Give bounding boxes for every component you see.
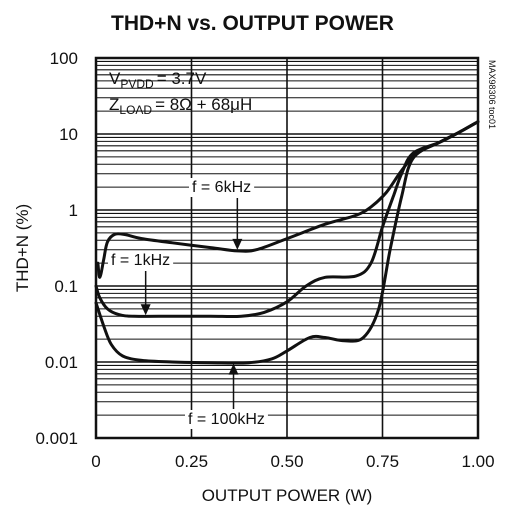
series-line-2 (94, 120, 480, 319)
part-id: MAX98306 toc01 (487, 60, 497, 129)
annotation-3: f = 100kHz (185, 363, 268, 429)
series-lines (94, 120, 480, 365)
annotation-bg (185, 410, 268, 429)
tick-labels: 0 0.25 0.50 0.75 1.00 0.001 0.01 0.1 1 10 100 (35, 49, 494, 471)
annotation-label: f = 100kHz (188, 411, 265, 428)
annotation-arrow-head (232, 238, 243, 250)
annotation-bg (189, 178, 255, 197)
plot-frame (94, 56, 480, 440)
series-line-3 (94, 120, 480, 365)
x-tick-label: 0 (91, 452, 100, 471)
annotation-arrow-head (228, 363, 239, 375)
y-tick-label: 0.01 (45, 353, 78, 372)
annotation-arrow-head (140, 304, 151, 316)
annotation-1: f = 6kHz (189, 178, 255, 250)
y-tick-label: 0.001 (35, 429, 78, 448)
chart-title: THD+N vs. OUTPUT POWER (111, 12, 394, 35)
x-tick-label: 0.50 (270, 452, 303, 471)
x-tick-label: 0.25 (175, 452, 208, 471)
annotation-bg (108, 251, 174, 270)
y-axis-label: THD+N (%) (13, 204, 32, 292)
grid (96, 58, 478, 439)
x-tick-label: 0.75 (366, 452, 399, 471)
y-tick-label: 0.1 (54, 277, 78, 296)
supply-condition: VPVDD = 3.7V (109, 69, 207, 91)
annotations: f = 6kHz f = 1kHz f = 100kHz (108, 178, 268, 429)
annotation-label: f = 1kHz (111, 252, 170, 269)
annotation-label: f = 6kHz (192, 179, 251, 196)
y-tick-label: 10 (59, 125, 78, 144)
y-tick-label: 1 (69, 201, 78, 220)
x-tick-label: 1.00 (461, 452, 494, 471)
annotation-2: f = 1kHz (108, 251, 174, 316)
x-axis-label: OUTPUT POWER (W) (202, 486, 373, 505)
y-tick-label: 100 (50, 49, 78, 68)
load-condition: ZLOAD = 8Ω + 68μH (109, 95, 252, 117)
